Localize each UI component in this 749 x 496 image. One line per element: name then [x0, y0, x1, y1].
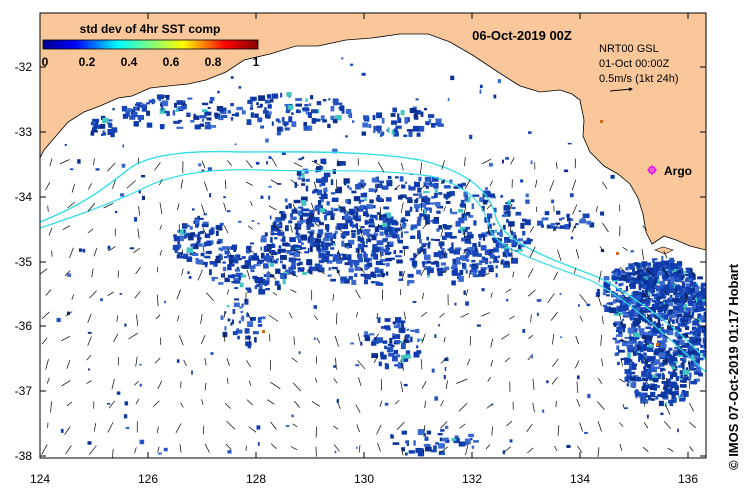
x-tick-label: 128 [246, 472, 266, 486]
x-tick-label: 134 [570, 472, 590, 486]
x-tick-label: 132 [462, 472, 482, 486]
argo-label: Argo [664, 164, 692, 178]
y-tick-label: -32 [15, 60, 33, 74]
y-tick-label: -37 [15, 384, 33, 398]
colorbar-tick: 0.8 [205, 55, 222, 69]
colorbar-tick: 0.6 [163, 55, 180, 69]
imos-credit: © IMOS 07-Oct-2019 01:17 Hobart [726, 263, 741, 470]
y-tick-label: -33 [15, 125, 33, 139]
colorbar-gradient [42, 39, 259, 50]
argo-marker: Argo [647, 164, 692, 178]
colorbar-title: std dev of 4hr SST comp [80, 22, 221, 36]
y-axis: -32 -33 -34 -35 -36 -37 -38 [15, 60, 33, 463]
date-label: 06-Oct-2019 00Z [472, 28, 572, 43]
island [654, 246, 674, 255]
y-tick-label: -34 [15, 190, 33, 204]
plot-frame [39, 12, 707, 459]
arrow-scale-label: 0.5m/s (1kt 24h) [599, 73, 678, 85]
current-arrows [40, 157, 700, 458]
colorbar-tick: 0 [42, 55, 49, 69]
y-tick-label: -38 [15, 449, 33, 463]
model-time: 01-Oct 00:00Z [599, 58, 670, 70]
tick-marks [39, 13, 706, 458]
colorbar-tick: 1 [253, 55, 260, 69]
model-name: NRT00 GSL [599, 43, 659, 55]
x-axis: 124 126 128 130 132 134 136 [30, 472, 698, 486]
x-tick-label: 126 [138, 472, 158, 486]
x-tick-label: 124 [30, 472, 50, 486]
scale-arrow [609, 87, 633, 92]
colorbar-tick: 0.4 [121, 55, 138, 69]
land-australia [40, 13, 706, 251]
colorbar-tick: 0.2 [79, 55, 96, 69]
x-tick-label: 130 [354, 472, 374, 486]
track-line-2 [40, 169, 706, 373]
x-tick-label: 136 [678, 472, 698, 486]
colorbar: std dev of 4hr SST comp 0 0.2 0.4 0.6 0.… [42, 22, 260, 69]
y-tick-label: -36 [15, 319, 33, 333]
sst-std-dev-patches [56, 57, 706, 458]
y-tick-label: -35 [15, 255, 33, 269]
